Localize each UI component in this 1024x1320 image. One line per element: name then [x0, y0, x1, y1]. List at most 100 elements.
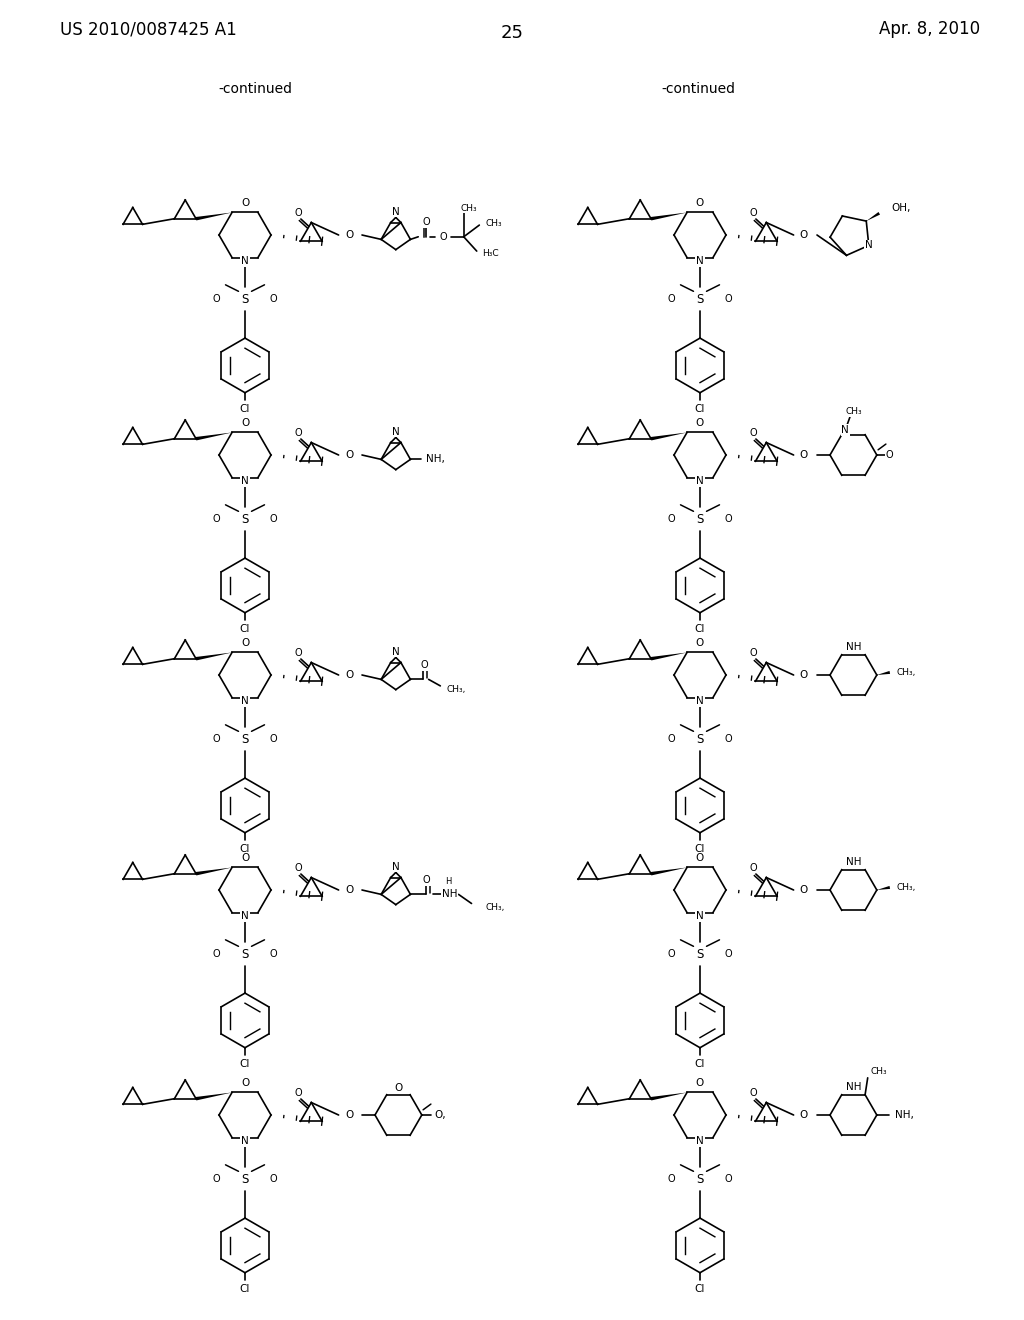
- Polygon shape: [196, 867, 232, 875]
- Text: O: O: [269, 294, 278, 304]
- Text: O: O: [750, 428, 757, 437]
- Polygon shape: [866, 213, 880, 220]
- Text: N: N: [392, 647, 399, 656]
- Text: O: O: [241, 418, 249, 428]
- Text: O: O: [213, 949, 220, 960]
- Text: -continued: -continued: [662, 82, 735, 96]
- Text: O: O: [750, 207, 757, 218]
- Text: O: O: [750, 648, 757, 657]
- Text: O: O: [269, 949, 278, 960]
- Text: CH₃: CH₃: [485, 219, 503, 228]
- Text: O: O: [800, 1110, 808, 1119]
- Text: N: N: [241, 697, 249, 706]
- Text: O: O: [213, 1173, 220, 1184]
- Text: H₃C: H₃C: [482, 249, 499, 259]
- Text: O: O: [725, 1173, 732, 1184]
- Text: O: O: [269, 734, 278, 744]
- Text: O: O: [345, 671, 353, 680]
- Text: O: O: [422, 875, 430, 886]
- Text: NH,: NH,: [426, 454, 444, 465]
- Text: N: N: [241, 256, 249, 267]
- Text: O: O: [439, 232, 446, 242]
- Polygon shape: [196, 652, 232, 660]
- Text: O: O: [800, 884, 808, 895]
- Text: Cl: Cl: [240, 1059, 250, 1069]
- Text: S: S: [696, 512, 703, 525]
- Text: O: O: [241, 853, 249, 863]
- Text: NH,: NH,: [895, 1110, 913, 1119]
- Text: N: N: [241, 911, 249, 921]
- Text: S: S: [242, 293, 249, 306]
- Text: O: O: [295, 1088, 302, 1097]
- Text: O: O: [668, 513, 675, 524]
- Text: NH: NH: [846, 1081, 861, 1092]
- Text: O: O: [241, 1078, 249, 1088]
- Text: N: N: [696, 1137, 703, 1146]
- Text: S: S: [242, 948, 249, 961]
- Polygon shape: [650, 1093, 687, 1101]
- Text: Cl: Cl: [240, 624, 250, 634]
- Text: O: O: [345, 884, 353, 895]
- Text: N: N: [842, 425, 849, 436]
- Text: N: N: [696, 477, 703, 486]
- Text: O: O: [886, 450, 894, 459]
- Text: O: O: [668, 1173, 675, 1184]
- Text: O: O: [295, 207, 302, 218]
- Text: S: S: [242, 733, 249, 746]
- Text: O: O: [725, 949, 732, 960]
- Text: O: O: [668, 294, 675, 304]
- Text: Cl: Cl: [240, 404, 250, 414]
- Text: NH: NH: [846, 642, 861, 652]
- Polygon shape: [196, 1093, 232, 1101]
- Text: N: N: [696, 697, 703, 706]
- Text: CH₃: CH₃: [461, 203, 477, 213]
- Text: O: O: [422, 218, 430, 227]
- Text: O: O: [800, 671, 808, 680]
- Text: Cl: Cl: [695, 843, 706, 854]
- Text: O: O: [668, 949, 675, 960]
- Text: O: O: [800, 450, 808, 459]
- Text: O: O: [241, 198, 249, 207]
- Text: O: O: [696, 1078, 705, 1088]
- Text: O: O: [696, 198, 705, 207]
- Text: O: O: [725, 734, 732, 744]
- Text: O: O: [421, 660, 428, 671]
- Text: Apr. 8, 2010: Apr. 8, 2010: [879, 20, 980, 38]
- Text: S: S: [696, 948, 703, 961]
- Text: NH: NH: [846, 857, 861, 866]
- Text: CH₃: CH₃: [870, 1067, 887, 1076]
- Text: S: S: [242, 512, 249, 525]
- Text: O: O: [213, 513, 220, 524]
- Text: Cl: Cl: [695, 1059, 706, 1069]
- Text: N: N: [696, 911, 703, 921]
- Text: N: N: [392, 207, 399, 216]
- Text: O: O: [725, 294, 732, 304]
- Text: S: S: [696, 293, 703, 306]
- Text: O: O: [241, 638, 249, 648]
- Text: Cl: Cl: [240, 843, 250, 854]
- Polygon shape: [196, 213, 232, 220]
- Text: O: O: [696, 638, 705, 648]
- Text: CH₃: CH₃: [845, 407, 862, 416]
- Text: N: N: [392, 862, 399, 871]
- Text: S: S: [242, 1172, 249, 1185]
- Text: O: O: [668, 734, 675, 744]
- Text: O: O: [750, 862, 757, 873]
- Polygon shape: [196, 433, 232, 441]
- Text: O: O: [696, 853, 705, 863]
- Text: Cl: Cl: [695, 404, 706, 414]
- Text: O: O: [345, 230, 353, 240]
- Text: N: N: [392, 426, 399, 437]
- Text: O: O: [269, 513, 278, 524]
- Text: O: O: [394, 1082, 402, 1093]
- Text: S: S: [696, 733, 703, 746]
- Text: O: O: [750, 1088, 757, 1097]
- Text: O: O: [800, 230, 808, 240]
- Text: O: O: [295, 862, 302, 873]
- Text: N: N: [865, 240, 872, 251]
- Text: H: H: [445, 876, 452, 886]
- Polygon shape: [650, 867, 687, 875]
- Text: -continued: -continued: [218, 82, 292, 96]
- Text: CH₃,: CH₃,: [896, 668, 915, 677]
- Text: O,: O,: [435, 1110, 446, 1119]
